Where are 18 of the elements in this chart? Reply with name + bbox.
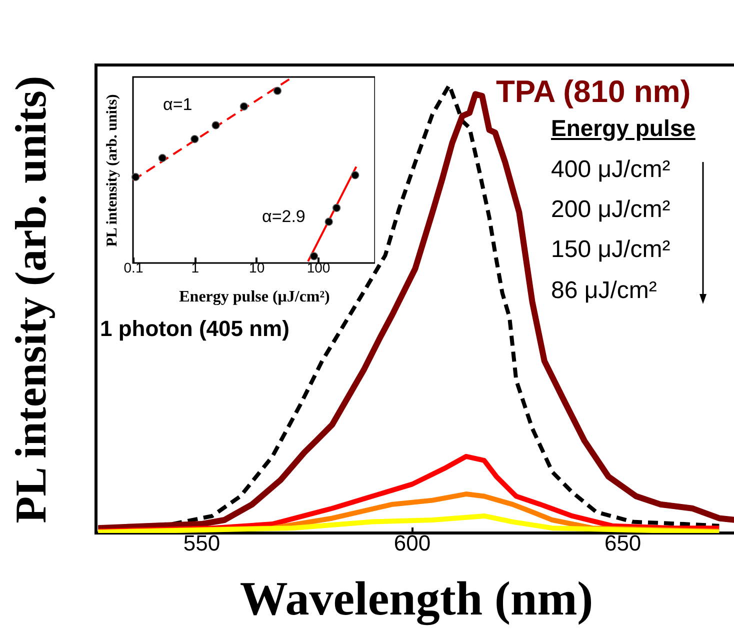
- annotation: α=1: [163, 95, 192, 114]
- annotation: TPA (810 nm): [496, 74, 691, 109]
- x-tick-label: 650: [604, 530, 642, 556]
- annotation: Energy pulse: [551, 115, 696, 141]
- annotation: 200 μJ/cm²: [551, 196, 670, 223]
- x-tick-label: 600: [394, 530, 431, 556]
- y-axis-title: PL intensity (arb. units): [6, 76, 56, 524]
- x-axis-title: Wavelength (nm): [240, 572, 594, 626]
- annotation: 150 μJ/cm²: [551, 236, 670, 263]
- annotation: 86 μJ/cm²: [551, 277, 657, 304]
- x-tick-label: 550: [183, 530, 220, 556]
- y-axis-title: PL intensity (arb. units): [104, 94, 120, 247]
- x-tick-label: 0.1: [124, 260, 144, 276]
- x-tick-label: 1: [191, 260, 200, 276]
- annotation: α=2.9: [262, 207, 306, 226]
- annotation: 400 μJ/cm²: [551, 156, 670, 183]
- annotation: 1 photon (405 nm): [100, 316, 290, 341]
- x-axis-title: Energy pulse (μJ/cm²): [179, 288, 330, 306]
